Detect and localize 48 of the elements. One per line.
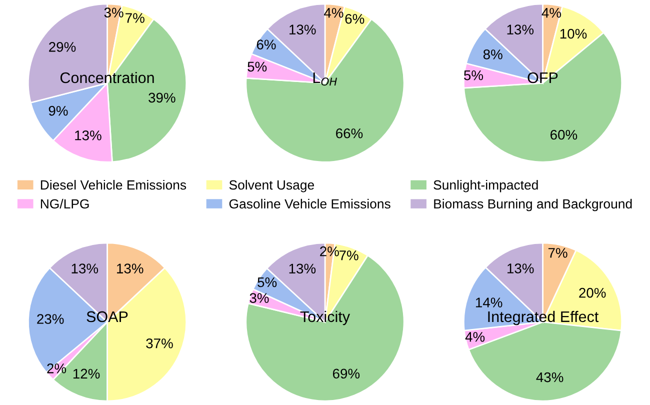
- data-label: 60%: [550, 130, 578, 140]
- data-label: 43%: [536, 372, 564, 382]
- data-label: 66%: [336, 128, 363, 138]
- text: SOAP: [86, 311, 128, 322]
- data-label: 7%: [548, 248, 568, 258]
- data-label: 2%: [47, 364, 66, 374]
- data-label: 8%: [483, 49, 502, 60]
- data-label: 13%: [289, 264, 316, 274]
- legend-label: NG/LPG: [40, 198, 89, 209]
- data-label: 4%: [542, 8, 562, 18]
- data-label: 13%: [508, 264, 534, 274]
- data-label: 37%: [146, 338, 173, 348]
- text: Toxicity: [300, 310, 350, 326]
- data-label: 6%: [345, 14, 364, 24]
- data-label: 4%: [324, 8, 344, 18]
- data-label: 20%: [579, 288, 606, 298]
- data-label: 10%: [560, 28, 587, 39]
- data-label: 13%: [72, 264, 98, 274]
- data-label: 5%: [464, 70, 484, 80]
- data-label: 9%: [48, 106, 68, 116]
- data-label: 6%: [256, 40, 276, 50]
- data-label: 39%: [148, 92, 176, 103]
- text: OFP: [528, 72, 558, 84]
- legend-label: Solvent Usage: [229, 180, 314, 192]
- data-label: 13%: [290, 24, 316, 35]
- legend-label: Biomass Burning and Background: [434, 198, 632, 212]
- data-label: 13%: [507, 24, 534, 35]
- data-label: 29%: [49, 42, 76, 52]
- legend-label: Gasoline Vehicle Emissions: [229, 198, 390, 209]
- text: Integrated Effect: [488, 310, 599, 326]
- data-label: 7%: [339, 250, 358, 260]
- data-label: 23%: [37, 314, 64, 324]
- data-label: 3%: [250, 293, 269, 303]
- data-label: 5%: [258, 277, 277, 288]
- text: L$_{OH}$: [313, 72, 337, 86]
- data-label: 3%: [104, 8, 124, 18]
- legend-label: Diesel Vehicle Emissions: [40, 180, 186, 190]
- data-label: 12%: [73, 368, 100, 379]
- data-label: 5%: [248, 62, 267, 72]
- text: Concentration: [60, 72, 154, 84]
- data-label: 14%: [476, 298, 502, 308]
- data-label: 13%: [75, 130, 102, 140]
- data-label: 4%: [465, 332, 485, 342]
- data-label: 7%: [126, 13, 144, 23]
- data-label: 69%: [332, 368, 360, 379]
- data-label: 2%: [320, 246, 339, 256]
- data-label: 13%: [117, 264, 144, 274]
- legend-label: Sunlight-impacted: [434, 180, 538, 192]
